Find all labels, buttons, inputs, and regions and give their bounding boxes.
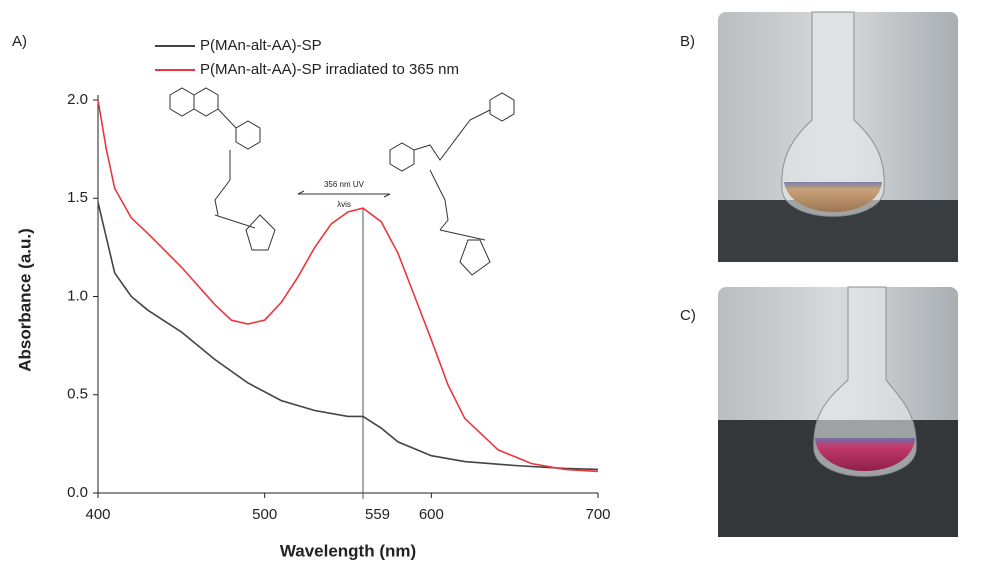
x-tick-label: 600 xyxy=(419,506,444,523)
x-tick-label: 400 xyxy=(85,506,110,523)
panel-label: A) xyxy=(12,33,27,50)
panel-label: B) xyxy=(680,33,695,50)
y-tick-label: 1.0 xyxy=(67,287,88,304)
y-tick-label: 2.0 xyxy=(67,91,88,108)
data-line xyxy=(97,99,599,473)
scheme-label: 356 nm UV xyxy=(324,180,365,189)
panel-label: C) xyxy=(680,307,696,324)
x-tick-label: 500 xyxy=(252,506,277,523)
x-tick-label: 700 xyxy=(585,506,610,523)
x-axis-label: Wavelength (nm) xyxy=(280,541,416,560)
y-tick-label: 0.5 xyxy=(67,386,88,403)
scheme-label: λvis xyxy=(337,200,351,209)
y-tick-label: 1.5 xyxy=(67,189,88,206)
chemical-scheme xyxy=(169,87,515,276)
photo-c xyxy=(718,286,958,537)
data-line xyxy=(97,202,599,471)
legend-label: P(MAn-alt-AA)-SP irradiated to 365 nm xyxy=(200,61,459,78)
marker-label: 559 xyxy=(365,506,390,523)
y-tick-label: 0.0 xyxy=(67,484,88,501)
legend-label: P(MAn-alt-AA)-SP xyxy=(200,37,322,54)
photo-b xyxy=(718,11,958,262)
y-axis-label: Absorbance (a.u.) xyxy=(15,228,34,372)
